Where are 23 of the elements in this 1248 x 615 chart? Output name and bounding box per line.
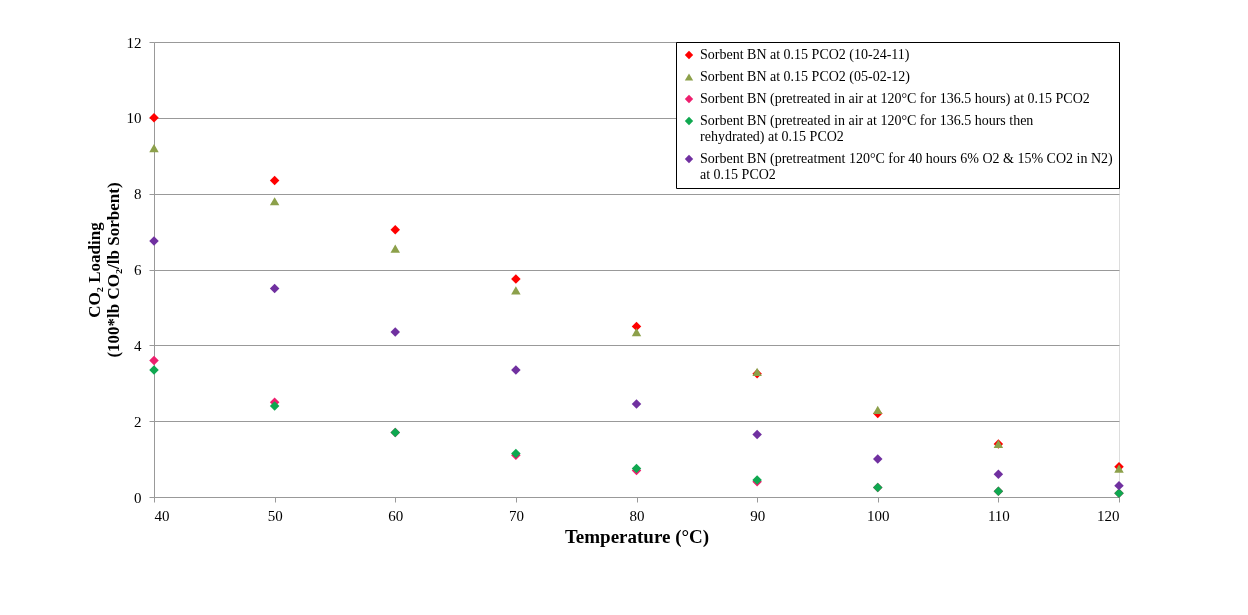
x-tick-label: 80	[629, 507, 645, 524]
x-axis-title: Temperature (°C)	[564, 525, 710, 548]
x-tick-label: 40	[154, 507, 170, 524]
y-tick-label: 4	[134, 337, 142, 354]
y-tick-label: 12	[126, 34, 142, 51]
x-tick-label: 70	[508, 507, 524, 524]
legend-label: Sorbent BN at 0.15 PCO2 (05-02-12)	[700, 69, 911, 85]
legend-label: Sorbent BN at 0.15 PCO2 (10-24-11)	[700, 47, 910, 63]
legend-label: Sorbent BN (pretreated in air at 120°C for 136.5 hours) at 0.15 PCO2	[700, 91, 1090, 107]
legend-label: Sorbent BN (pretreatment 120°C for 40 hours 6% O2 & 15% CO2 in N2) at 0.15 PCO2	[700, 151, 1114, 182]
y-tick-label: 2	[134, 413, 142, 430]
y-axis-title: CO₂ Loading (100*lb CO₂/lb Sorbent)	[84, 182, 123, 358]
legend-label: Sorbent BN (pretreated in air at 120°C for 136.5 hours then rehydrated) at 0.15 PCO2	[700, 113, 1034, 145]
x-tick-label: 50	[267, 507, 283, 524]
x-tick-label: 90	[750, 507, 766, 524]
x-tick-label: 100	[867, 507, 890, 524]
x-tick-label: 110	[987, 507, 1010, 524]
y-tick-label: 0	[134, 489, 142, 506]
y-tick-label: 8	[134, 186, 142, 203]
x-tick-label: 120	[1097, 507, 1120, 524]
y-tick-label: 6	[134, 262, 142, 278]
x-tick-label: 60	[388, 507, 404, 524]
y-tick-label: 10	[126, 110, 142, 127]
